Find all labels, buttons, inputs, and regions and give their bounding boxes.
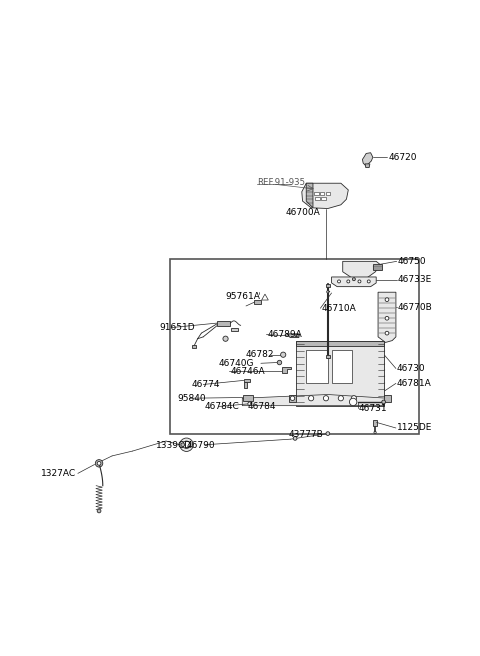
Bar xyxy=(254,300,261,304)
Polygon shape xyxy=(343,261,380,279)
Text: 95761A: 95761A xyxy=(226,292,261,301)
Polygon shape xyxy=(244,382,247,388)
Text: 46740G: 46740G xyxy=(218,359,253,368)
Text: 91651D: 91651D xyxy=(160,323,195,332)
Text: 46774: 46774 xyxy=(192,380,221,389)
Bar xyxy=(217,321,230,325)
Text: 46770B: 46770B xyxy=(398,302,432,312)
Circle shape xyxy=(385,331,389,335)
Circle shape xyxy=(385,316,389,320)
Polygon shape xyxy=(302,183,348,209)
Bar xyxy=(325,355,330,358)
Text: 1125DE: 1125DE xyxy=(397,424,432,432)
Bar xyxy=(231,327,238,331)
Circle shape xyxy=(338,396,344,401)
Circle shape xyxy=(385,298,389,302)
Text: 46789A: 46789A xyxy=(267,330,302,339)
Bar xyxy=(170,258,419,434)
Circle shape xyxy=(327,291,329,293)
Polygon shape xyxy=(287,334,300,338)
Bar xyxy=(315,197,320,199)
Text: 46784: 46784 xyxy=(248,402,276,411)
Bar xyxy=(332,350,352,383)
Circle shape xyxy=(277,360,282,365)
Text: 46731: 46731 xyxy=(359,404,387,413)
Polygon shape xyxy=(362,153,373,165)
Circle shape xyxy=(293,436,297,440)
Circle shape xyxy=(358,280,361,283)
Polygon shape xyxy=(384,394,391,402)
Circle shape xyxy=(374,432,376,434)
Text: 46790: 46790 xyxy=(186,441,215,449)
Polygon shape xyxy=(365,164,370,167)
Bar xyxy=(192,344,196,348)
Circle shape xyxy=(326,432,330,436)
Circle shape xyxy=(290,396,295,400)
Circle shape xyxy=(248,402,252,405)
Circle shape xyxy=(352,277,355,281)
Circle shape xyxy=(309,396,314,401)
Bar xyxy=(373,420,377,426)
Circle shape xyxy=(349,398,357,405)
Text: 46782: 46782 xyxy=(245,350,274,359)
Bar xyxy=(321,197,325,199)
Circle shape xyxy=(183,441,190,449)
Polygon shape xyxy=(282,367,290,373)
Text: 46720: 46720 xyxy=(388,153,417,161)
Circle shape xyxy=(97,461,101,465)
Text: 46710A: 46710A xyxy=(322,304,356,313)
Text: 46784C: 46784C xyxy=(204,402,239,411)
Polygon shape xyxy=(378,292,396,342)
Circle shape xyxy=(337,280,340,283)
Text: 1339CD: 1339CD xyxy=(156,441,192,449)
Polygon shape xyxy=(244,379,250,382)
Bar xyxy=(243,394,253,401)
Text: REF.91-935: REF.91-935 xyxy=(257,178,305,187)
Text: 46781A: 46781A xyxy=(397,379,432,388)
Text: 46730: 46730 xyxy=(397,364,426,373)
Bar xyxy=(305,350,328,383)
Polygon shape xyxy=(242,394,387,405)
Bar xyxy=(296,340,384,346)
Polygon shape xyxy=(306,183,313,208)
Polygon shape xyxy=(289,394,296,402)
Text: 43777B: 43777B xyxy=(289,430,324,440)
Circle shape xyxy=(382,400,385,404)
Polygon shape xyxy=(373,264,382,270)
Circle shape xyxy=(223,336,228,341)
Circle shape xyxy=(96,460,103,467)
Circle shape xyxy=(347,280,350,283)
Circle shape xyxy=(181,443,185,447)
Text: 46750: 46750 xyxy=(398,257,426,266)
Polygon shape xyxy=(332,277,376,287)
Circle shape xyxy=(367,280,370,283)
Circle shape xyxy=(324,396,329,401)
Text: 1327AC: 1327AC xyxy=(41,469,76,478)
Circle shape xyxy=(97,509,101,513)
Polygon shape xyxy=(262,294,268,300)
Text: 46700A: 46700A xyxy=(286,208,320,216)
Bar xyxy=(325,192,330,195)
Text: 95840: 95840 xyxy=(177,394,206,403)
Circle shape xyxy=(295,335,298,337)
Bar xyxy=(320,192,324,195)
Text: 46733E: 46733E xyxy=(398,276,432,285)
Bar xyxy=(325,285,330,287)
Circle shape xyxy=(281,352,286,358)
Text: 46746A: 46746A xyxy=(230,367,265,376)
Bar xyxy=(314,192,319,195)
Circle shape xyxy=(180,438,193,451)
Circle shape xyxy=(351,396,357,401)
Polygon shape xyxy=(296,340,384,405)
